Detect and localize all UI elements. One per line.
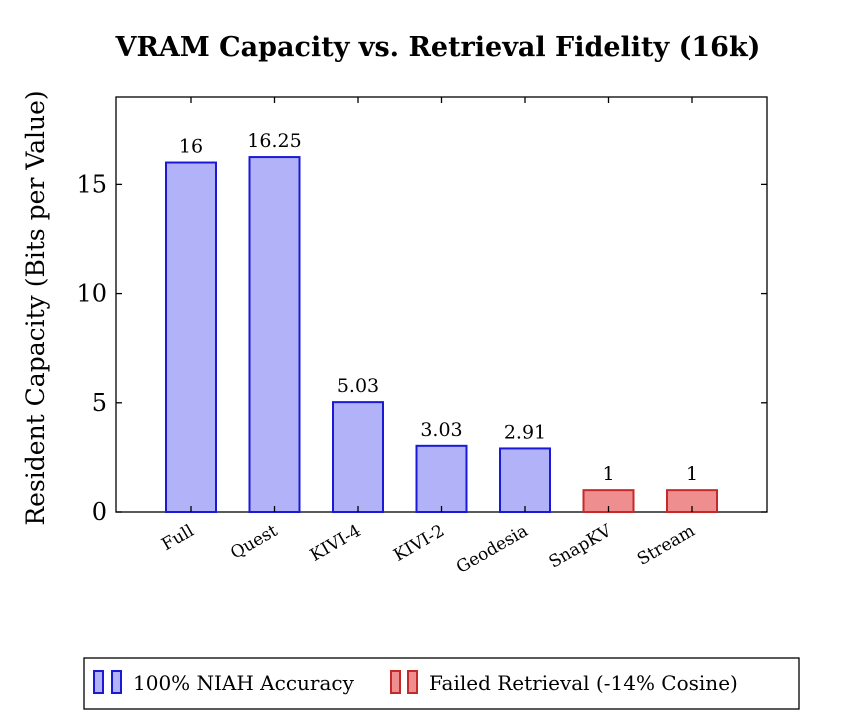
legend-label-failed: Failed Retrieval (-14% Cosine) xyxy=(429,671,738,695)
legend-item-failed: Failed Retrieval (-14% Cosine) xyxy=(390,670,738,695)
y-tick-label: 0 xyxy=(92,498,107,526)
y-tick-label: 10 xyxy=(76,280,107,308)
legend-swatch-niah-icon xyxy=(111,670,122,694)
data-label-stream: 1 xyxy=(686,463,698,485)
bar-geodesia xyxy=(499,447,551,514)
x-tick-label-kivi-4: KIVI-4 xyxy=(307,521,365,566)
y-axis-label: Resident Capacity (Bits per Value) xyxy=(21,90,50,525)
chart-title: VRAM Capacity vs. Retrieval Fidelity (16… xyxy=(115,32,761,63)
data-label-quest: 16.25 xyxy=(247,130,301,152)
x-tick-label-geodesia: Geodesia xyxy=(453,521,532,578)
y-tick-label: 15 xyxy=(76,170,107,198)
legend-swatch-failed-icon xyxy=(407,670,418,694)
x-tick-label-stream: Stream xyxy=(634,521,698,570)
legend-box xyxy=(83,657,800,710)
x-tick-label-full: Full xyxy=(158,521,197,555)
x-tick-label-quest: Quest xyxy=(227,521,281,564)
bar-quest xyxy=(248,156,301,513)
legend-swatch-niah-icon xyxy=(93,670,104,694)
data-labels: 16 16.25 5.03 3.03 2.91 1 1 xyxy=(179,130,698,485)
bar-kivi-4 xyxy=(332,401,384,514)
data-label-kivi-2: 3.03 xyxy=(420,419,462,441)
legend-swatch-failed-icon xyxy=(390,670,401,694)
x-tick-label-kivi-2: KIVI-2 xyxy=(390,521,448,566)
bars xyxy=(165,156,718,514)
data-label-snapkv: 1 xyxy=(602,463,614,485)
y-tick-label: 5 xyxy=(92,389,107,417)
x-tick-label-snapkv: SnapKV xyxy=(546,521,616,573)
bar-kivi-2 xyxy=(415,444,468,513)
data-label-geodesia: 2.91 xyxy=(504,421,546,443)
legend-item-niah: 100% NIAH Accuracy xyxy=(93,670,355,695)
y-axis-ticks: 0 5 10 15 xyxy=(76,170,767,526)
data-label-kivi-4: 5.03 xyxy=(337,375,379,397)
legend: 100% NIAH Accuracy Failed Retrieval (-14… xyxy=(83,657,800,710)
legend-label-niah: 100% NIAH Accuracy xyxy=(133,671,355,695)
data-label-full: 16 xyxy=(179,136,203,158)
bar-full xyxy=(165,161,217,514)
